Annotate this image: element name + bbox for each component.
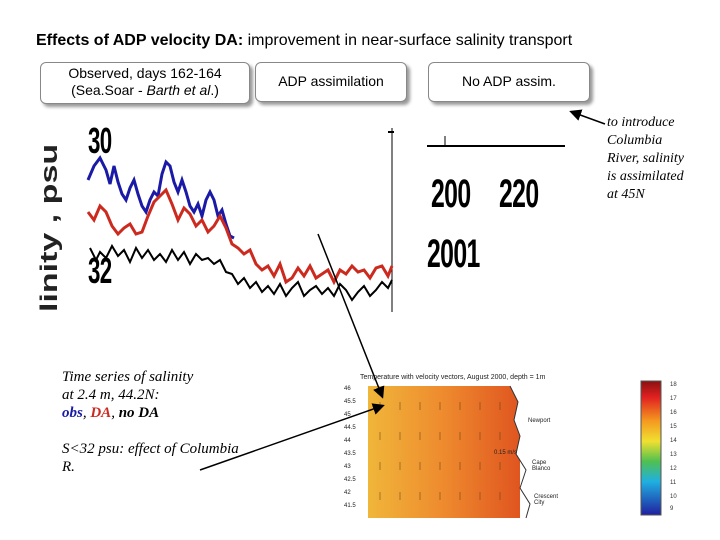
lat-tick-label: 43.5 xyxy=(344,451,356,457)
colorbar-tick: 15 xyxy=(670,424,677,430)
salinity-time-series-panel: linity , psu 30 32 xyxy=(30,100,400,315)
colorbar-svg xyxy=(640,380,662,516)
legend-no-da: no DA xyxy=(118,405,160,421)
velocity-scale-label: 0.15 m/s xyxy=(494,450,518,456)
colorbar-tick: 10 xyxy=(670,494,677,500)
map-svg xyxy=(368,385,586,519)
map-sea-area xyxy=(368,386,520,518)
slide-title-bold: Effects of ADP velocity DA: xyxy=(36,32,244,49)
adp-assimilation-label-box: ADP assimilation xyxy=(255,62,407,102)
no-adp-year-label: 2001 xyxy=(427,232,480,276)
tick-label-30: 30 xyxy=(88,120,112,161)
colorbar-tick: 9 xyxy=(670,506,674,512)
colorbar-tick: 16 xyxy=(670,410,677,416)
colorbar-tick: 17 xyxy=(670,396,677,402)
lat-tick-label: 45 xyxy=(344,412,351,418)
lat-tick-label: 45.5 xyxy=(344,399,356,405)
tick-label-32: 32 xyxy=(88,250,112,291)
obs-series-line xyxy=(86,155,235,240)
colorbar: 18 17 16 15 14 13 12 11 10 9 xyxy=(640,380,690,516)
place-label: Cape Blanco xyxy=(532,460,551,472)
colorbar-tick: 14 xyxy=(670,438,677,444)
observed-label-box: Observed, days 162-164 (Sea.Soar - Barth… xyxy=(40,62,250,104)
coastline-land xyxy=(510,386,586,518)
side-note-line: Columbia xyxy=(607,133,663,148)
caption-line-5: R. xyxy=(62,459,75,475)
arrow-side-note xyxy=(569,109,606,125)
lat-tick-label: 41.5 xyxy=(344,503,356,509)
caption-line-1: Time series of salinity xyxy=(62,369,194,385)
map-title: Temperature with velocity vectors, Augus… xyxy=(360,374,546,381)
no-adp-label: No ADP assim. xyxy=(462,73,556,89)
observed-line-1: Observed, days 162-164 xyxy=(68,65,222,81)
no-adp-tick-220: 220 xyxy=(499,172,539,216)
caption-legend-line: obs, DA, no DA xyxy=(62,405,160,421)
map-lat-ticks: 46 45.5 45 44.5 44 43.5 43 42.5 42 41.5 xyxy=(344,386,366,518)
lat-tick-label: 42.5 xyxy=(344,477,356,483)
colorbar-tick: 11 xyxy=(670,480,677,486)
slide-title-rest: improvement in near-surface salinity tra… xyxy=(243,32,573,49)
temperature-map-panel: Temperature with velocity vectors, Augus… xyxy=(340,372,586,522)
place-label: Crescent City xyxy=(534,494,559,506)
lat-tick-label: 46 xyxy=(344,386,351,392)
salinity-chart-svg xyxy=(86,128,394,312)
coastline xyxy=(509,385,531,519)
da-series-line xyxy=(86,187,394,286)
side-note-line: to introduce xyxy=(607,115,675,130)
colorbar-tick: 18 xyxy=(670,382,677,388)
side-note-line: is assimilated xyxy=(607,169,684,184)
lat-tick-label: 44.5 xyxy=(344,425,356,431)
colorbar-gradient xyxy=(640,380,662,516)
lat-tick-label: 44 xyxy=(344,438,351,444)
side-note-line: River, salinity xyxy=(607,151,684,166)
salinity-axis-label: linity , psu xyxy=(36,143,63,312)
caption-line-2: at 2.4 m, 44.2N: xyxy=(62,387,160,403)
slide-title: Effects of ADP velocity DA: improvement … xyxy=(36,32,572,50)
side-note: to introduce Columbia River, salinity is… xyxy=(607,114,684,204)
side-note-line: at 45N xyxy=(607,187,645,202)
place-label: Newport xyxy=(528,418,551,424)
colorbar-tick: 13 xyxy=(670,452,677,458)
no-adp-panel: 200 220 2001 xyxy=(425,100,575,285)
colorbar-tick: 12 xyxy=(670,466,677,472)
legend-obs: obs xyxy=(62,405,83,421)
caption-block: Time series of salinity at 2.4 m, 44.2N:… xyxy=(62,368,292,476)
adp-assimilation-label: ADP assimilation xyxy=(278,73,384,89)
caption-line-4: S<32 psu: effect of Columbia xyxy=(62,441,239,457)
no-adp-tick-200: 200 xyxy=(431,172,471,216)
no-adp-axis-svg xyxy=(427,136,565,147)
observed-line-2: (Sea.Soar - Barth et al.) xyxy=(71,82,219,98)
lat-tick-label: 42 xyxy=(344,490,351,496)
lat-tick-label: 43 xyxy=(344,464,351,470)
no-adp-label-box: No ADP assim. xyxy=(428,62,590,102)
legend-da: DA xyxy=(90,405,112,421)
